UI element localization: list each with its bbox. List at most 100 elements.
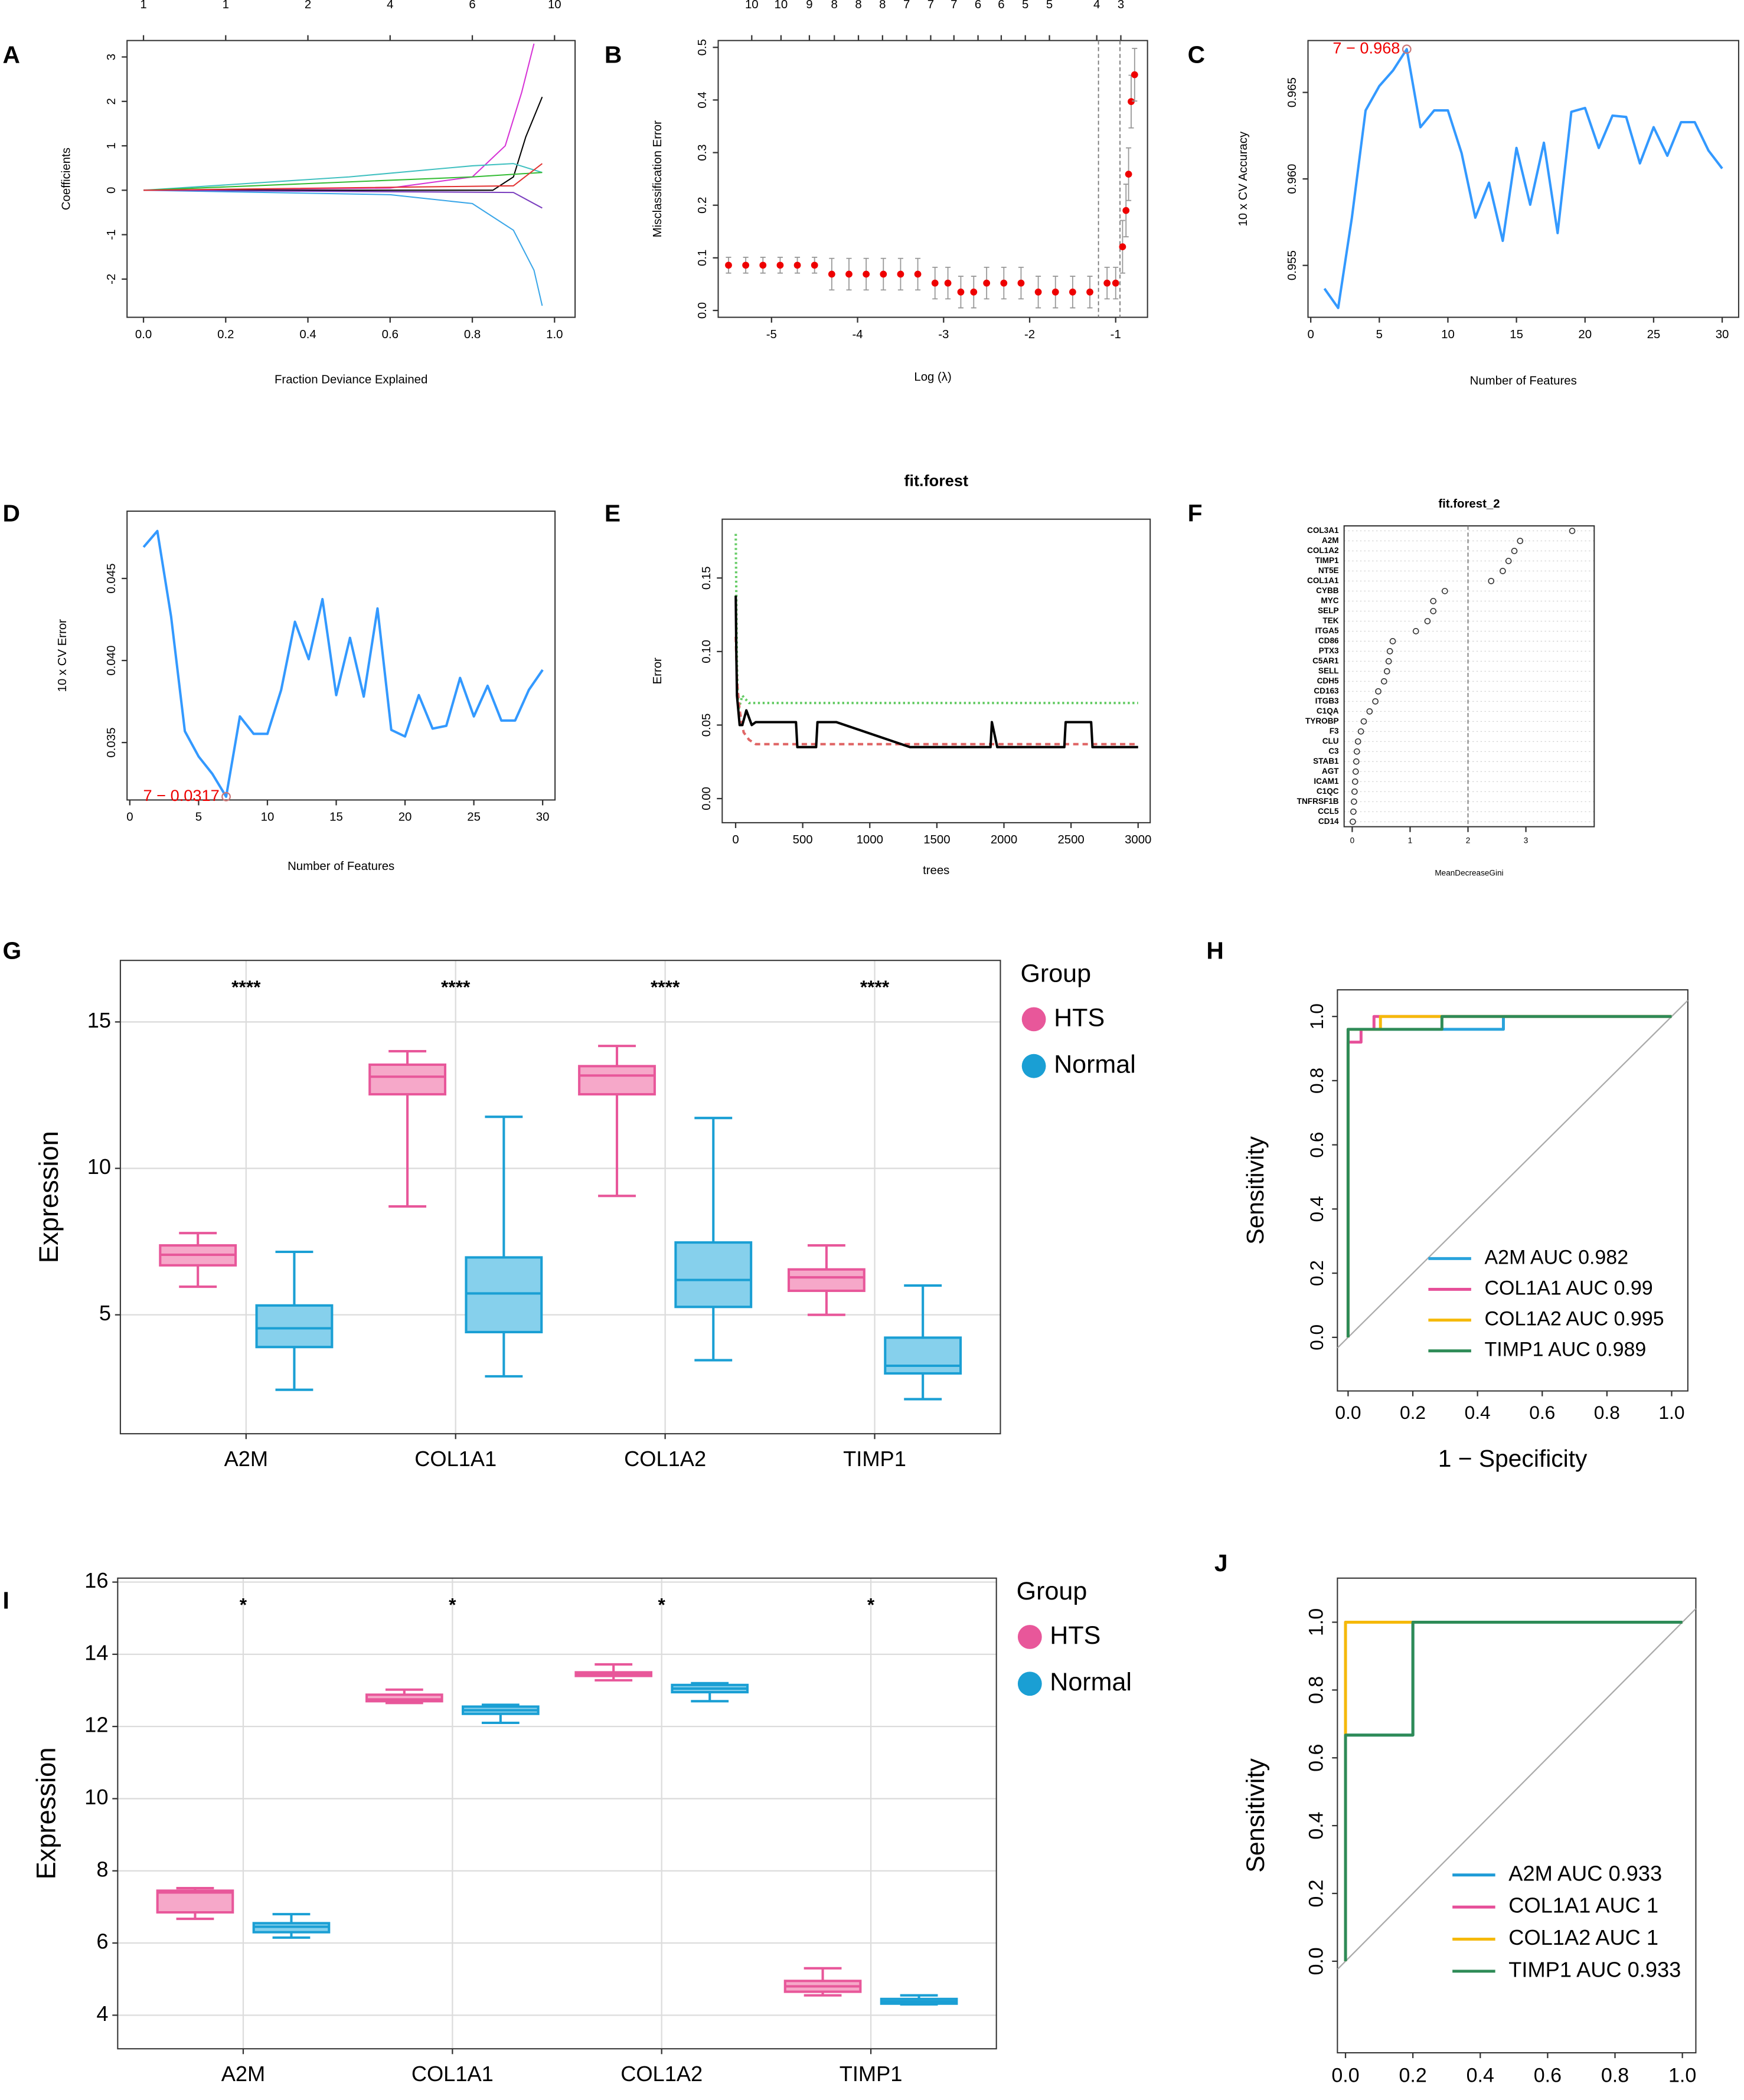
y-tick-label: 0.3 <box>696 144 709 161</box>
legend-label: TIMP1 AUC 0.933 <box>1508 1957 1681 1981</box>
panel-label: B <box>605 41 622 68</box>
x-tick-label: 0.0 <box>1331 2065 1359 2087</box>
legend-label: COL1A2 AUC 1 <box>1508 1925 1658 1949</box>
annotation: 7 − 0.0317 <box>143 786 220 804</box>
y-tick-label: C1QA <box>1317 706 1339 715</box>
y-tick-label: 1.0 <box>1305 1608 1327 1636</box>
y-tick-label: 8 <box>96 1857 108 1881</box>
y-tick-label: 0.955 <box>1286 250 1299 280</box>
box <box>368 1063 447 1096</box>
y-axis-label: Misclassification Error <box>651 120 664 237</box>
y-tick-label: TYROBP <box>1305 717 1339 725</box>
point <box>1125 171 1132 178</box>
y-tick-label: 2 <box>105 98 118 104</box>
legend-label: HTS <box>1054 1003 1105 1032</box>
x-tick-label: COL1A1 <box>414 1447 497 1471</box>
point <box>983 279 991 287</box>
x-tick-label: 0.6 <box>382 328 399 341</box>
significance-label: * <box>240 1594 247 1615</box>
top-tick-label: 9 <box>806 0 812 11</box>
legend-title: Group <box>1017 1577 1087 1605</box>
series-line <box>143 172 543 191</box>
point <box>1375 688 1382 695</box>
x-axis-label: Fraction Deviance Explained <box>275 373 427 386</box>
y-tick-label: 0.8 <box>1306 1068 1327 1094</box>
x-tick-label: 500 <box>793 833 813 846</box>
series-line <box>1323 48 1723 309</box>
point <box>1017 279 1025 287</box>
plot-frame <box>1337 989 1689 1392</box>
series-line <box>142 529 544 798</box>
legend-title: Group <box>1020 960 1091 988</box>
y-tick-label: 0.0 <box>1305 1947 1327 1975</box>
plot-frame <box>1343 525 1595 827</box>
y-tick-label: 12 <box>84 1713 108 1737</box>
point <box>1569 528 1576 534</box>
y-tick-label: 0.965 <box>1286 77 1299 107</box>
y-tick-label: C1QC <box>1317 787 1339 796</box>
y-tick-label: COL1A1 <box>1307 576 1339 585</box>
top-tick-label: 10 <box>745 0 759 11</box>
top-tick-label: 4 <box>387 0 393 11</box>
point <box>725 261 732 269</box>
y-tick-label: 5 <box>99 1301 111 1325</box>
x-tick-label: 30 <box>536 811 550 824</box>
y-tick-label: TNFRSF1B <box>1297 797 1339 806</box>
y-tick-label: AGT <box>1322 767 1339 776</box>
y-tick-label: 3 <box>105 54 118 60</box>
y-tick-label: 0.05 <box>700 714 713 737</box>
point <box>1488 578 1495 584</box>
panel-label: G <box>3 937 22 964</box>
y-tick-label: 0.10 <box>700 640 713 663</box>
x-tick-label: 0.0 <box>1335 1402 1361 1423</box>
point <box>863 270 870 278</box>
x-tick-label: 0.4 <box>1467 2065 1494 2087</box>
point <box>1500 568 1506 574</box>
series-line <box>734 596 1138 748</box>
point <box>1430 608 1436 614</box>
top-tick-label: 2 <box>305 0 311 11</box>
chart-title: fit.forest_2 <box>1438 498 1500 511</box>
x-tick-label: 0 <box>732 833 739 846</box>
legend-label: COL1A1 AUC 0.99 <box>1485 1277 1653 1299</box>
point <box>1122 207 1130 214</box>
point <box>957 288 965 296</box>
top-tick-label: 8 <box>855 0 861 11</box>
series-line <box>143 96 543 191</box>
top-tick-label: 1 <box>140 0 146 11</box>
y-axis-label: Sensitivity <box>1242 1758 1270 1873</box>
y-tick-label: CLU <box>1322 737 1339 745</box>
point <box>944 279 952 287</box>
y-tick-label: 0.4 <box>1305 1812 1327 1840</box>
y-axis-label: Expression <box>31 1747 61 1879</box>
x-tick-label: 25 <box>1647 328 1661 341</box>
point <box>1069 288 1076 296</box>
y-tick-label: 0.6 <box>1305 1744 1327 1772</box>
top-tick-label: 7 <box>927 0 934 11</box>
point <box>1430 598 1436 604</box>
y-tick-label: 0.15 <box>700 566 713 590</box>
x-tick-label: A2M <box>221 2062 266 2086</box>
y-tick-label: 0.0 <box>1306 1324 1327 1350</box>
y-tick-label: NT5E <box>1318 566 1339 575</box>
x-tick-label: 0.8 <box>464 328 481 341</box>
legend-swatch <box>1021 1007 1046 1032</box>
y-tick-label: 1.0 <box>1306 1003 1327 1029</box>
series-line <box>734 534 1138 712</box>
x-tick-label: 2500 <box>1057 833 1084 846</box>
series-line <box>1344 1620 1683 1961</box>
x-tick-label: 2000 <box>991 833 1017 846</box>
point <box>1119 243 1126 251</box>
point <box>1051 288 1059 296</box>
y-tick-label: ITGA5 <box>1315 626 1339 635</box>
x-tick-label: 0.6 <box>1534 2065 1562 2087</box>
y-tick-label: COL3A1 <box>1307 526 1339 535</box>
x-axis-label: Number of Features <box>1470 375 1577 388</box>
y-tick-label: 15 <box>87 1008 111 1032</box>
top-tick-label: 5 <box>1022 0 1028 11</box>
x-tick-label: 10 <box>1441 328 1455 341</box>
annotation: 7 − 0.968 <box>1333 39 1400 57</box>
box <box>255 1304 334 1349</box>
x-tick-label: 15 <box>1510 328 1523 341</box>
y-tick-label: -1 <box>105 230 118 240</box>
